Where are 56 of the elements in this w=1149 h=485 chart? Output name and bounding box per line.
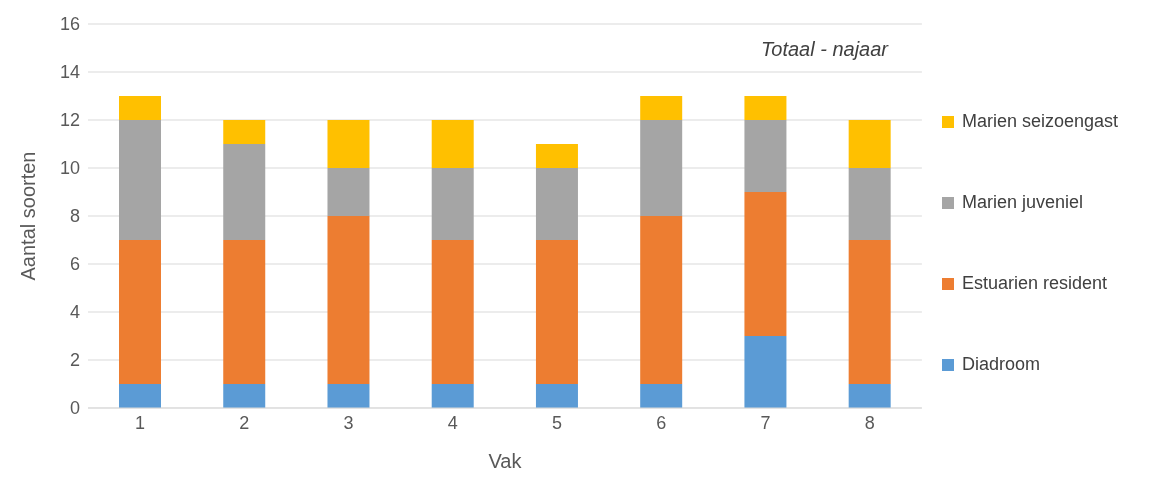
bar: [744, 192, 787, 336]
y-tick-label: 0: [69, 398, 80, 419]
y-tick-label: 12: [59, 110, 80, 131]
x-tick-label: 8: [864, 412, 875, 433]
bar: [327, 120, 370, 168]
bar: [535, 384, 578, 408]
bar: [640, 216, 683, 384]
legend-label: Marien seizoengast: [961, 111, 1118, 132]
y-tick-label: 4: [69, 302, 80, 323]
x-tick-label: 2: [239, 412, 250, 433]
bar: [848, 120, 891, 168]
bar: [223, 240, 266, 384]
bar: [119, 120, 161, 240]
x-tick-label: 5: [552, 412, 563, 433]
bar: [848, 384, 891, 408]
legend-label: Marien juveniel: [961, 192, 1083, 213]
bar: [744, 336, 787, 408]
bar: [640, 96, 683, 120]
bar: [848, 240, 891, 384]
bar: [744, 96, 787, 120]
bar: [119, 96, 161, 120]
bar: [431, 168, 474, 240]
bar: [119, 384, 161, 408]
y-tick-label: 14: [59, 62, 80, 83]
bar: [223, 384, 266, 408]
bar: [744, 120, 787, 192]
bar: [223, 120, 266, 144]
x-tick-label: 1: [135, 412, 146, 433]
bar: [327, 216, 370, 384]
bar: [848, 168, 891, 240]
bar: [535, 144, 578, 168]
bar: [223, 144, 266, 240]
legend-label: Estuarien resident: [961, 273, 1107, 294]
bar: [327, 384, 370, 408]
x-tick-label: 6: [656, 412, 667, 433]
annotation: Totaal - najaar: [760, 38, 888, 61]
y-tick-label: 2: [69, 350, 80, 371]
y-tick-label: 16: [59, 14, 80, 35]
bar: [119, 240, 161, 384]
bar: [431, 384, 474, 408]
bar: [535, 168, 578, 240]
bar: [431, 120, 474, 168]
y-tick-label: 6: [69, 254, 80, 275]
x-axis-title: Vak: [488, 450, 523, 472]
legend-label: Diadroom: [961, 354, 1040, 375]
bar: [640, 384, 683, 408]
y-axis-title: Aantal soorten: [17, 151, 40, 281]
bar: [431, 240, 474, 384]
bar: [640, 120, 683, 216]
bar: [327, 168, 370, 216]
x-tick-label: 4: [447, 412, 458, 433]
x-tick-label: 3: [343, 412, 354, 433]
x-tick-label: 7: [760, 412, 771, 433]
y-tick-label: 8: [69, 206, 80, 227]
y-tick-label: 10: [59, 158, 80, 179]
bar: [535, 240, 578, 384]
